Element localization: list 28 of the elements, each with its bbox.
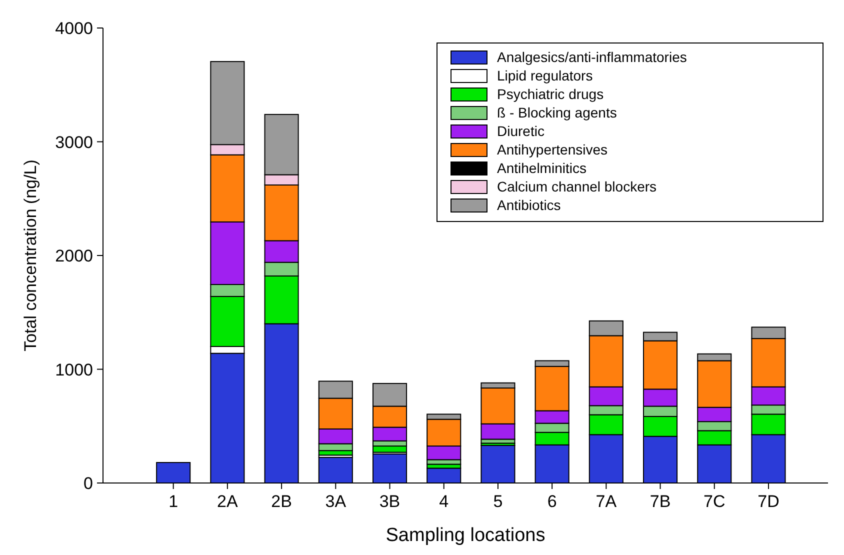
x-axis-title: Sampling locations <box>386 525 546 546</box>
x-tick-label: 1 <box>168 492 178 511</box>
y-tick-label: 0 <box>84 474 93 493</box>
y-tick-label: 4000 <box>55 19 93 38</box>
x-tick-label: 3B <box>379 492 400 511</box>
y-tick-label: 1000 <box>55 360 93 380</box>
x-tick-label: 6 <box>547 492 557 511</box>
y-tick-label: 3000 <box>55 132 93 152</box>
x-tick-label: 3A <box>325 492 347 511</box>
x-tick-label: 4 <box>439 492 449 511</box>
legend-label: Calcium channel blockers <box>497 178 657 194</box>
x-tick-label: 7A <box>596 492 618 511</box>
legend-label: Diuretic <box>497 123 544 139</box>
legend-label: Psychiatric drugs <box>497 86 604 102</box>
x-tick-label: 2B <box>271 492 292 511</box>
y-tick-label: 2000 <box>55 246 93 266</box>
x-tick-label: 7B <box>650 492 671 511</box>
legend-label: ß - Blocking agents <box>497 104 617 120</box>
legend-label: Antibiotics <box>497 197 561 213</box>
x-tick-label: 2A <box>217 492 238 511</box>
y-axis-title: Total concentration (ng/L) <box>21 160 40 352</box>
legend-label: Antihypertensives <box>497 142 608 158</box>
x-tick-label: 7C <box>704 492 726 511</box>
x-tick-label: 7D <box>758 492 780 511</box>
x-tick-label: 5 <box>493 492 503 511</box>
legend-label: Lipid regulators <box>497 68 593 84</box>
legend-label: Analgesics/anti-inflammatories <box>497 49 687 65</box>
legend-label: Antihelminitics <box>497 160 586 176</box>
